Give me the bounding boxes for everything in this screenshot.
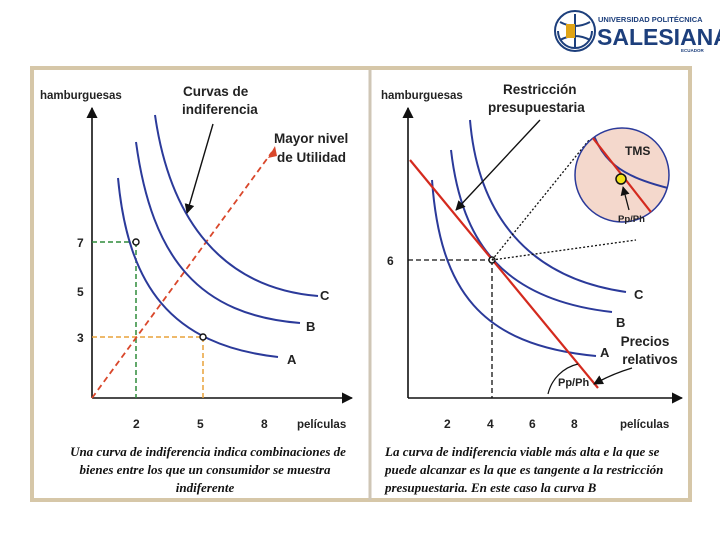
left-indifference-curve-a	[117, 177, 279, 358]
left-x-axis-label: películas	[297, 419, 346, 431]
right-curve-label-a: A	[600, 345, 610, 360]
figure-frame	[30, 66, 692, 502]
left-annotation-utility: Mayor nivel	[274, 131, 348, 146]
left-point-5-3	[199, 333, 207, 341]
left-y-tick-7: 7	[77, 236, 84, 250]
right-x-tick-8: 8	[571, 417, 578, 431]
left-ray-arrowhead-icon	[268, 146, 277, 158]
right-curve-label-c: C	[634, 287, 644, 302]
zoom-annotation-ratio: Pp/Ph	[618, 214, 645, 225]
logo-line-2: SALESIANA	[597, 24, 720, 50]
zoom-guide-lower	[491, 239, 637, 261]
right-x-axis-label: películas	[620, 419, 669, 431]
left-annotation-curves-2: indiferencia	[182, 102, 258, 117]
left-y-axis-label: hamburguesas	[40, 90, 122, 102]
left-curve-label-a: A	[287, 352, 297, 367]
right-diagram: hamburguesas películas 6 2 4 6 8 A B C R…	[381, 82, 684, 495]
right-indifference-curve-b	[450, 149, 613, 313]
university-logo: UNIVERSIDAD POLITÉCNICA SALESIANA ECUADO…	[554, 10, 720, 53]
zoom-annotation-mrs: TMS	[625, 144, 650, 158]
right-annotation-budget-pointer	[455, 119, 541, 211]
right-annotation-prices-2: relativos	[622, 352, 678, 367]
left-annotation-utility-2: de Utilidad	[277, 150, 346, 165]
right-annotation-prices: Precios	[621, 334, 670, 349]
logo-line-3: ECUADOR	[681, 48, 705, 53]
zoom-guide-upper	[491, 139, 590, 261]
zoom-tangency-point	[615, 173, 627, 185]
left-curve-label-b: B	[306, 319, 315, 334]
zoom-ratio-pointer	[620, 186, 630, 211]
right-y-axis-label: hamburguesas	[381, 90, 463, 102]
left-annotation-curves-pointer	[184, 123, 214, 214]
right-caption-line-3: presupuestaria. En este caso la curva B	[384, 480, 597, 495]
left-caption-line-3: indiferente	[176, 480, 235, 495]
right-x-tick-4: 4	[487, 417, 494, 431]
right-annotation-budget-2: presupuestaria	[488, 100, 585, 115]
right-x-tick-2: 2	[444, 417, 451, 431]
left-x-tick-8: 8	[261, 417, 268, 431]
left-y-tick-3: 3	[77, 331, 84, 345]
left-diagram: hamburguesas películas 7 5 3 2 5 8 A B C…	[40, 84, 354, 495]
right-annotation-ratio-axis: Pp/Ph	[558, 377, 589, 389]
right-annotation-budget: Restricción	[503, 82, 577, 97]
left-x-tick-5: 5	[197, 417, 204, 431]
left-y-tick-5: 5	[77, 285, 84, 299]
left-indifference-curve-c	[154, 114, 319, 297]
right-caption-line-1: La curva de indiferencia viable más alta…	[384, 444, 660, 459]
logo-line-1: UNIVERSIDAD POLITÉCNICA	[598, 15, 703, 24]
right-curve-label-b: B	[616, 315, 625, 330]
right-annotation-prices-pointer	[593, 367, 633, 385]
right-indifference-curve-a	[431, 179, 597, 357]
left-utility-ray	[91, 151, 273, 399]
left-annotation-curves: Curvas de	[183, 84, 249, 99]
right-caption-line-2: puede alcanzar es la que es tangente a l…	[384, 462, 663, 477]
left-caption-line-1: Una curva de indiferencia indica combina…	[70, 444, 346, 459]
left-caption-line-2: bienes entre los que un consumidor se mu…	[79, 462, 331, 477]
left-curve-label-c: C	[320, 288, 330, 303]
left-point-2-7	[132, 238, 140, 246]
right-indifference-curve-c	[469, 119, 627, 293]
right-y-tick-6: 6	[387, 254, 394, 268]
right-budget-line	[409, 159, 599, 389]
right-x-tick-6: 6	[529, 417, 536, 431]
left-x-tick-2: 2	[133, 417, 140, 431]
left-indifference-curve-b	[135, 141, 301, 324]
ratio-angle-arc	[547, 363, 579, 395]
